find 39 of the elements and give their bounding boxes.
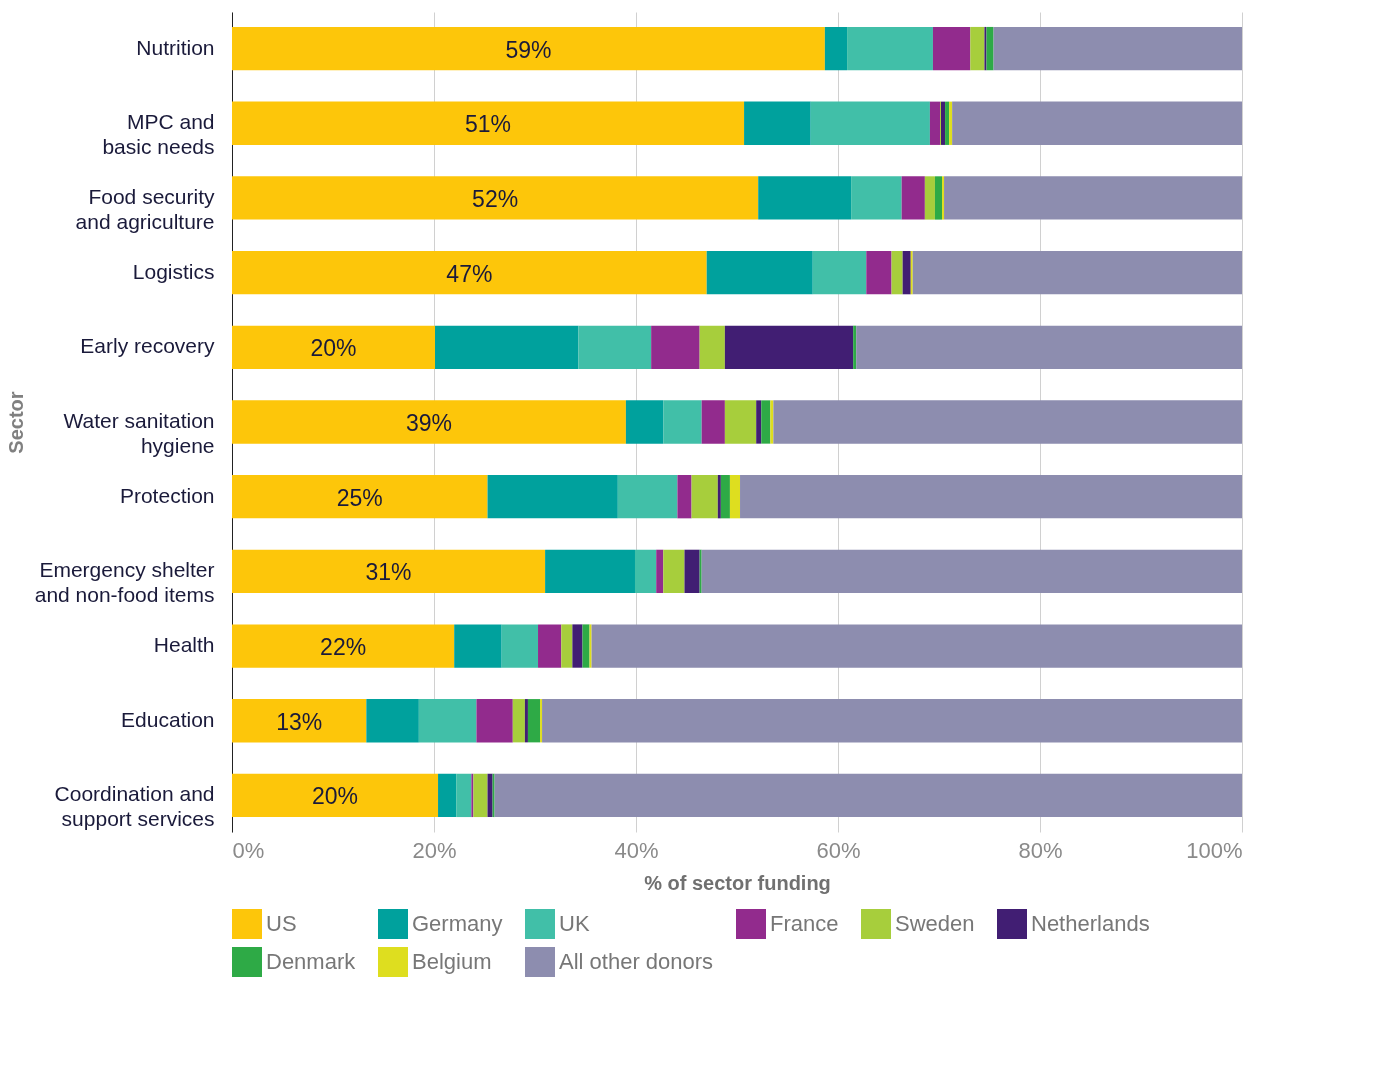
y-tick-label: Nutrition: [136, 35, 215, 59]
y-tick-label: MPC and basic needs: [102, 110, 215, 159]
data-label: 47%: [446, 260, 493, 287]
x-tick-label: 100%: [1186, 837, 1243, 863]
data-label: 59%: [505, 36, 552, 63]
y-tick-label: Protection: [119, 483, 215, 507]
data-label: 51%: [465, 111, 512, 138]
y-tick-label: Coordination and support services: [54, 782, 215, 831]
data-label: 20%: [312, 783, 359, 810]
legend-label: All other donors: [559, 949, 714, 974]
x-tick-label: 60%: [816, 837, 861, 863]
y-tick-label: Education: [121, 707, 215, 731]
data-label: 25%: [336, 484, 383, 511]
x-tick-label: 80%: [1018, 837, 1063, 863]
legend-label: US: [266, 911, 297, 936]
y-tick-label: Emergency shelter and non-food items: [34, 558, 215, 607]
legend-label: Sweden: [895, 911, 975, 936]
data-label: 39%: [405, 410, 452, 436]
y-tick-label: Food security and agriculture: [75, 184, 215, 233]
legend-label: France: [770, 911, 839, 936]
y-tick-label: Logistics: [132, 259, 215, 283]
data-label: 13%: [276, 708, 323, 735]
x-tick-label: 20%: [412, 837, 457, 863]
x-tick-label: 40%: [614, 837, 659, 863]
data-label: 31%: [365, 559, 412, 586]
legend-label: UK: [559, 911, 590, 936]
y-tick-label: Water sanitation hygiene: [63, 409, 215, 457]
legend-label: Netherlands: [1031, 911, 1150, 936]
legend-label: Belgium: [412, 949, 492, 974]
legend-label: Denmark: [266, 949, 357, 974]
data-label: 52%: [472, 185, 519, 212]
y-axis-title: Sector: [4, 391, 27, 454]
data-label: 22%: [320, 634, 367, 661]
legend-label: Germany: [412, 911, 503, 936]
x-tick-label: 0%: [232, 837, 265, 863]
y-tick-label: Early recovery: [80, 334, 215, 358]
x-axis-title: % of sector funding: [644, 871, 831, 894]
data-label: 20%: [310, 335, 357, 362]
y-tick-label: Health: [153, 633, 215, 657]
